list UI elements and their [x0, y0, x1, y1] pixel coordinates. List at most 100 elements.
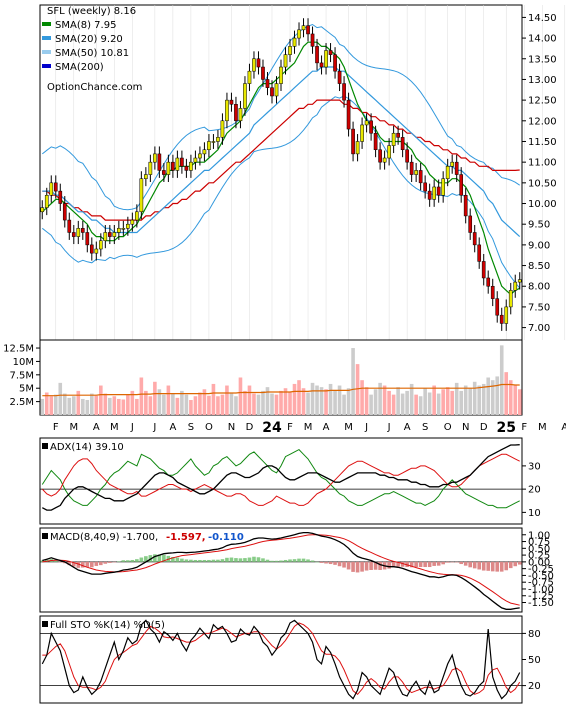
di-minus-line [41, 453, 520, 506]
macd-histogram-bar [346, 561, 351, 570]
macd-histogram-bar [175, 557, 180, 562]
volume-bar [499, 345, 504, 415]
candle-body [153, 153, 157, 163]
legend-label: SMA(8) 7.95 [55, 20, 116, 31]
price-y-tick-label: 9.00 [528, 240, 550, 251]
candle-body [490, 285, 495, 299]
volume-bar [346, 388, 351, 415]
price-y-tick-label: 7.50 [528, 302, 550, 313]
candle-body [49, 182, 54, 196]
candle-body [306, 25, 310, 35]
candle-body [80, 228, 85, 233]
macd-y-tick-label: 0.75 [528, 537, 550, 548]
macd-histogram-bar [481, 561, 486, 571]
volume-bar [40, 398, 45, 415]
volume-bar [247, 385, 252, 415]
candle-body [324, 50, 328, 68]
legend-label: SMA(20) 9.20 [55, 34, 123, 45]
candle-body [414, 170, 418, 175]
x-tick-label: F [53, 422, 59, 433]
macd-histogram-bar [391, 561, 396, 568]
volume-bar [238, 377, 243, 415]
candle-body [337, 70, 342, 84]
macd-y-tick-label: -1.50 [528, 598, 554, 609]
volume-bar [94, 395, 99, 415]
candle-body [71, 232, 76, 237]
volume-bar [162, 394, 166, 415]
macd-histogram-bar [112, 561, 117, 563]
volume-bar [333, 390, 337, 415]
candle-body [342, 83, 346, 101]
candle-body [252, 58, 256, 72]
macd-histogram-bar [292, 559, 297, 562]
macd-histogram-bar [243, 558, 247, 562]
candle-body [103, 232, 108, 241]
macd-histogram-bar [355, 561, 360, 573]
macd-signal-line [42, 534, 520, 606]
volume-bar [76, 390, 81, 415]
volume-bar [117, 398, 121, 415]
volume-bar [283, 388, 288, 415]
macd-histogram-bar [261, 558, 265, 562]
volume-bar [328, 383, 333, 415]
candle-body [148, 161, 153, 175]
volume-bar [445, 387, 450, 415]
macd-histogram-bar [247, 557, 252, 562]
macd-histogram-bar [40, 560, 45, 562]
volume-bar [130, 390, 135, 415]
volume-bar [306, 392, 310, 415]
macd-histogram-bar [490, 561, 495, 572]
macd-histogram-bar [400, 561, 405, 567]
macd-histogram-bar [378, 561, 382, 570]
sma20-line [42, 66, 521, 238]
macd-y-tick-label: -0.50 [528, 571, 554, 582]
volume-bar [108, 397, 112, 415]
volume-bar [153, 381, 157, 415]
volume-bar [184, 394, 189, 415]
candle-body [184, 166, 189, 171]
volume-bar [436, 393, 441, 415]
volume-bar [121, 399, 126, 415]
candle-body [396, 132, 400, 138]
volume-bar [396, 387, 400, 415]
macd-legend-label: MACD(8,40,9) -1.700, [50, 532, 158, 543]
volume-bar [229, 392, 234, 415]
macd-histogram-bar [135, 559, 139, 562]
macd-histogram-bar [477, 561, 482, 570]
candle-body [454, 161, 459, 175]
candle-body [450, 161, 455, 167]
candle-body [243, 83, 247, 109]
candle-body [418, 170, 423, 184]
legend-label: SFL (weekly) 8.16 [47, 6, 136, 17]
macd-histogram-bar [396, 561, 400, 567]
di-plus-line [41, 448, 520, 509]
volume-y-tick-label: 2.5M [9, 397, 34, 408]
macd-histogram-bar [193, 559, 198, 562]
volume-bar [71, 396, 76, 415]
volume-bar [481, 383, 486, 415]
volume-bar [508, 380, 513, 415]
candle-body [256, 58, 261, 68]
macd-histogram-bar [459, 561, 463, 565]
candle-body [499, 314, 504, 324]
candle-body [481, 261, 486, 279]
candle-body [288, 46, 292, 55]
candle-body [98, 240, 103, 250]
macd-histogram-bar [360, 561, 364, 572]
macd-histogram-bar [270, 560, 274, 562]
price-y-tick-label: 8.50 [528, 261, 550, 272]
candle-body [315, 46, 319, 64]
stochastic-y-tick-label: 20 [528, 681, 541, 692]
volume-bar [378, 382, 382, 415]
volume-bar [166, 385, 171, 415]
macd-histogram-bar [310, 560, 315, 562]
macd-histogram-bar [517, 561, 522, 565]
macd-histogram-bar [297, 558, 301, 562]
adx-panel: 30 20 10 ADX(14) 39.10 [39, 437, 541, 525]
candle-body [382, 157, 387, 163]
volume-bar [265, 387, 270, 415]
macd-histogram-bar [369, 561, 373, 570]
macd-histogram-bar [445, 561, 450, 563]
candle-body [355, 141, 360, 155]
volume-bar [261, 390, 265, 415]
